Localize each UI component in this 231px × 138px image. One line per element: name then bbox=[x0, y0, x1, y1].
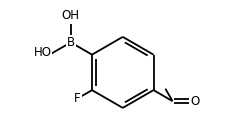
Text: F: F bbox=[74, 92, 80, 105]
Text: OH: OH bbox=[61, 9, 79, 22]
Text: O: O bbox=[189, 95, 199, 108]
Text: B: B bbox=[67, 36, 75, 49]
Text: HO: HO bbox=[33, 47, 52, 59]
